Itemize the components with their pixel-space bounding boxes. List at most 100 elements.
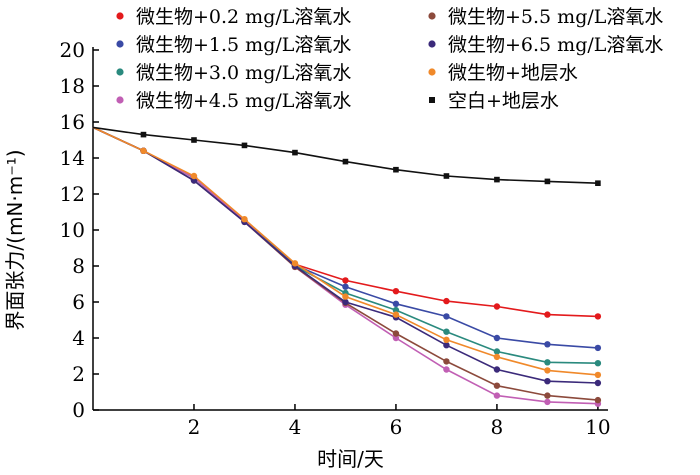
data-point [595, 180, 601, 186]
legend-label: 微生物+3.0 mg/L溶氧水 [136, 62, 351, 84]
y-tick-label: 4 [72, 326, 85, 350]
data-point [443, 358, 450, 365]
legend-marker [116, 68, 124, 76]
data-point [190, 177, 198, 184]
x-tick-label: 10 [585, 415, 610, 439]
legend-item: 微生物+5.5 mg/L溶氧水 [428, 6, 663, 28]
data-point [392, 288, 400, 295]
series-line [92, 126, 598, 401]
data-point [393, 166, 399, 173]
data-point [494, 176, 500, 183]
data-point [140, 147, 147, 154]
data-point [292, 149, 298, 156]
data-point [291, 260, 299, 267]
x-tick-label: 4 [289, 415, 302, 439]
legend-label: 微生物+地层水 [448, 62, 578, 84]
legend-marker [429, 97, 435, 103]
data-point [544, 178, 551, 185]
y-tick-label: 20 [60, 38, 85, 62]
legend-marker [428, 12, 436, 20]
series-group [92, 126, 602, 407]
legend-item: 空白+地层水 [429, 90, 559, 112]
x-tick-label: 6 [390, 415, 403, 439]
data-point [594, 360, 602, 367]
series-line [92, 126, 598, 405]
series-6 [92, 126, 602, 387]
y-tick-label: 6 [72, 290, 85, 314]
data-point [190, 172, 198, 180]
y-axis-title: 界面张力/(mN·m⁻¹) [3, 149, 27, 330]
series-8 [92, 126, 601, 186]
data-point [493, 334, 501, 342]
data-point [544, 392, 551, 399]
data-point [544, 378, 551, 385]
data-point [594, 313, 602, 320]
legend-item: 微生物+地层水 [428, 62, 578, 84]
legend-label: 微生物+5.5 mg/L溶氧水 [448, 6, 663, 28]
data-point [493, 303, 501, 310]
data-point [443, 328, 450, 335]
legend-label: 微生物+4.5 mg/L溶氧水 [136, 90, 351, 112]
data-point [342, 293, 349, 300]
legend-label: 空白+地层水 [448, 90, 559, 112]
legend-item: 微生物+1.5 mg/L溶氧水 [116, 34, 351, 56]
y-tick-label: 14 [60, 146, 85, 170]
data-point [544, 398, 551, 406]
plot-area: 0 2 4 6 8 10 12 14 16 18 20 2 4 6 8 10 [60, 38, 611, 439]
x-tick-label: 2 [188, 415, 201, 439]
data-point [392, 311, 400, 318]
legend-label: 微生物+1.5 mg/L溶氧水 [136, 34, 351, 56]
legend-label: 微生物+6.5 mg/L溶氧水 [448, 34, 663, 56]
data-point [594, 379, 602, 387]
legend-marker [116, 40, 124, 48]
legend-marker [116, 12, 124, 20]
data-point [392, 334, 400, 342]
data-point [342, 298, 349, 306]
y-tick-label: 8 [72, 254, 85, 278]
data-point [342, 158, 349, 165]
y-tick-label: 12 [60, 182, 85, 206]
data-point [493, 366, 501, 373]
series-line [92, 126, 598, 184]
legend-marker [428, 68, 436, 76]
y-tick-label: 10 [60, 218, 85, 242]
data-point [241, 142, 248, 149]
data-point [392, 306, 400, 314]
data-point [493, 353, 501, 361]
data-point [342, 283, 349, 290]
data-point [241, 216, 248, 223]
series-7 [92, 126, 602, 379]
legend-item: 微生物+4.5 mg/L溶氧水 [116, 90, 351, 112]
data-point [493, 392, 501, 399]
data-point [443, 336, 450, 343]
legend-item: 微生物+3.0 mg/L溶氧水 [116, 62, 351, 84]
data-point [443, 313, 450, 320]
data-point [493, 348, 501, 355]
legend-marker [428, 40, 436, 48]
data-point [594, 396, 602, 404]
data-point [594, 344, 602, 352]
data-point [140, 131, 147, 138]
y-axis-ticks: 0 2 4 6 8 10 12 14 16 18 20 [60, 38, 99, 422]
data-point [443, 342, 450, 349]
data-point [493, 382, 501, 389]
legend-marker [116, 96, 124, 104]
x-axis-title: 时间/天 [317, 447, 384, 471]
x-tick-label: 8 [491, 415, 504, 439]
data-point [544, 341, 551, 348]
y-tick-label: 18 [60, 74, 85, 98]
data-point [392, 330, 400, 337]
data-point [191, 137, 197, 143]
data-point [544, 311, 551, 318]
data-point [392, 300, 400, 307]
legend-item: 微生物+6.5 mg/L溶氧水 [428, 34, 663, 56]
data-point [443, 366, 450, 373]
y-tick-label: 0 [72, 398, 85, 422]
y-tick-label: 2 [72, 362, 85, 386]
data-point [544, 359, 551, 366]
data-point [342, 277, 349, 284]
data-point [443, 297, 450, 305]
legend-item: 微生物+0.2 mg/L溶氧水 [116, 6, 351, 28]
